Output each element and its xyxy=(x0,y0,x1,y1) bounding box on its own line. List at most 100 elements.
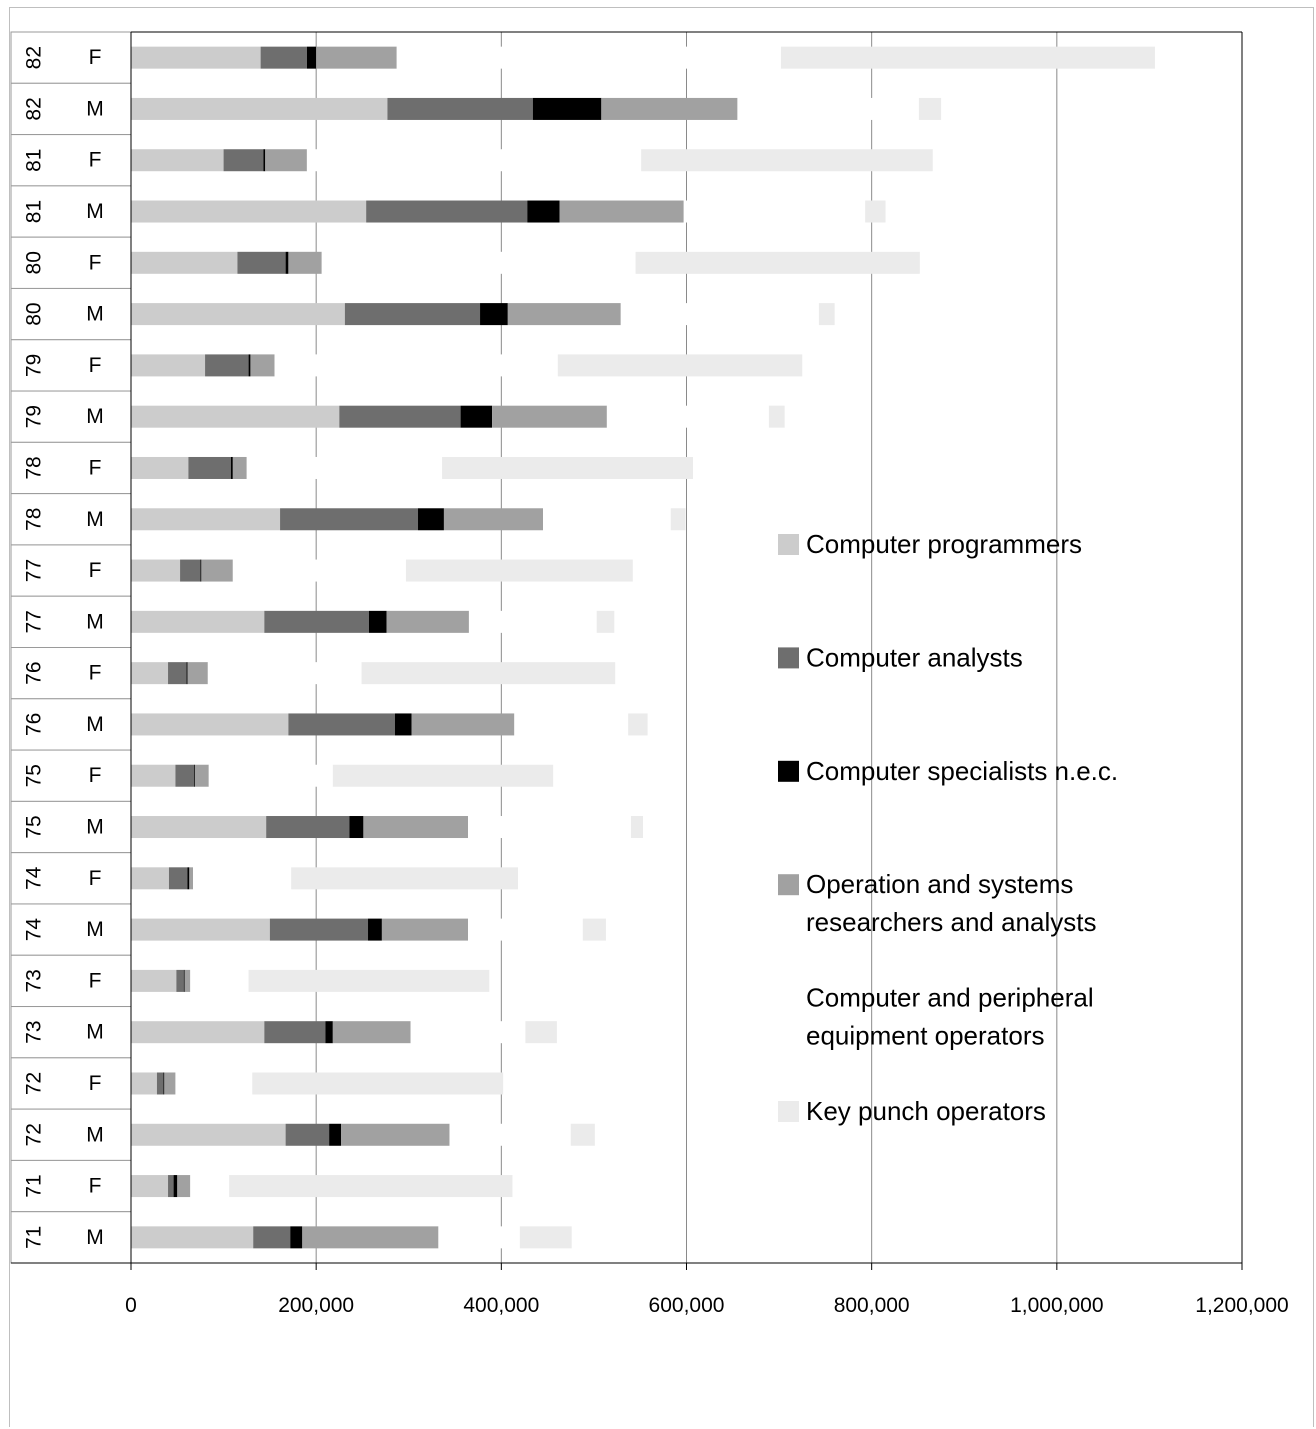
legend-label: Computer specialists n.e.c. xyxy=(806,756,1118,786)
bar-segment xyxy=(253,1226,291,1249)
category-sex-label: M xyxy=(86,405,104,428)
legend: Computer programmers Computer analysts Com… xyxy=(778,529,1118,1126)
bar-segment xyxy=(131,303,345,326)
bar-segment xyxy=(559,200,684,223)
category-year-label: 76 xyxy=(23,713,46,736)
bar-segment xyxy=(252,1072,504,1095)
category-year-label: 79 xyxy=(23,354,46,377)
category-sex-label: F xyxy=(89,149,102,172)
bar-segment xyxy=(641,149,933,172)
legend-swatch xyxy=(778,987,799,1009)
category-sex-label: M xyxy=(86,713,104,736)
bar-segment xyxy=(865,200,886,223)
bar-segment xyxy=(208,764,333,787)
bar-segment xyxy=(264,610,369,633)
category-label-cell xyxy=(10,749,132,802)
bar-segment xyxy=(269,918,369,941)
bar-segment xyxy=(131,713,289,736)
category-sex-label: F xyxy=(89,251,102,274)
bar-segment xyxy=(341,1123,450,1146)
bar-segment xyxy=(131,969,177,992)
bars xyxy=(131,46,1155,1249)
bar-segment xyxy=(131,97,388,120)
bar-segment xyxy=(411,713,515,736)
legend-label: Computer and peripheral equipment operato… xyxy=(806,983,1094,1051)
category-sex-label: F xyxy=(89,456,102,479)
bar-segment xyxy=(519,1226,572,1249)
bar-segment xyxy=(232,456,247,479)
bar-segment xyxy=(386,610,469,633)
category-sex-label: F xyxy=(89,559,102,582)
category-sex-label: F xyxy=(89,1175,102,1198)
bar-segment xyxy=(532,97,602,120)
bar-segment xyxy=(280,508,419,531)
bar-segment xyxy=(507,303,621,326)
category-sex-label: M xyxy=(86,200,104,223)
bar-segment xyxy=(325,1021,333,1044)
bar-segment xyxy=(410,1021,526,1044)
bar-segment xyxy=(131,200,367,223)
bar-segment xyxy=(582,918,606,941)
bar-segment xyxy=(361,662,616,685)
plot-border xyxy=(11,31,1243,1264)
bar-segment xyxy=(316,46,397,69)
category-sex-label: F xyxy=(89,662,102,685)
bar-segment xyxy=(381,918,469,941)
category-label-cell xyxy=(10,595,132,648)
category-year-label: 77 xyxy=(23,610,46,633)
bar-segment xyxy=(131,149,224,172)
bar-segment xyxy=(131,1021,265,1044)
bar-segment xyxy=(200,559,202,582)
category-sex-label: M xyxy=(86,918,104,941)
bar-segment xyxy=(131,1175,169,1198)
bar-segment xyxy=(131,764,176,787)
category-year-label: 82 xyxy=(23,46,46,69)
category-sex-label: F xyxy=(89,764,102,787)
bar-segment xyxy=(274,354,558,377)
bar-segment xyxy=(288,713,395,736)
x-tick-label: 0 xyxy=(125,1294,137,1317)
category-label-cell xyxy=(10,698,132,751)
bar-segment xyxy=(306,46,317,69)
category-year-label: 74 xyxy=(23,918,46,942)
bar-segment xyxy=(131,405,340,428)
bar-segment xyxy=(449,1123,571,1146)
bar-segment xyxy=(620,303,819,326)
category-label-cell xyxy=(10,1159,132,1213)
bar-segment xyxy=(131,1226,254,1249)
x-tick-label: 1,000,000 xyxy=(1010,1294,1103,1317)
bar-segment xyxy=(260,46,307,69)
bar-segment xyxy=(818,303,835,326)
bar-segment xyxy=(285,251,289,274)
category-sex-label: F xyxy=(89,46,102,69)
bar-segment xyxy=(207,662,362,685)
bar-segment xyxy=(606,405,769,428)
bar-segment xyxy=(468,918,583,941)
bar-segment xyxy=(438,1226,520,1249)
category-year-label: 73 xyxy=(23,969,46,992)
bar-segment xyxy=(332,764,554,787)
bar-segment xyxy=(131,251,238,274)
bar-segment xyxy=(184,969,191,992)
bar-segment xyxy=(205,354,249,377)
bar-segment xyxy=(329,1123,342,1146)
bar-segment xyxy=(396,46,781,69)
bar-segment xyxy=(168,1175,174,1198)
category-year-label: 72 xyxy=(23,1123,46,1146)
bar-segment xyxy=(131,456,189,479)
category-label-cell xyxy=(10,903,132,956)
bar-segment xyxy=(266,816,350,839)
category-sex-label: M xyxy=(86,303,104,326)
category-sex-label: F xyxy=(89,354,102,377)
category-sex-label: M xyxy=(86,1226,104,1249)
bar-segment xyxy=(394,713,412,736)
category-sex-label: M xyxy=(86,97,104,120)
category-year-label: 72 xyxy=(23,1072,46,1095)
bar-segment xyxy=(190,969,249,992)
bar-segment xyxy=(332,1021,411,1044)
x-tick-label: 800,000 xyxy=(834,1294,910,1317)
chart-frame xyxy=(9,7,1314,1427)
bar-segment xyxy=(230,456,233,479)
category-year-label: 74 xyxy=(23,866,46,890)
bar-segment xyxy=(363,816,469,839)
